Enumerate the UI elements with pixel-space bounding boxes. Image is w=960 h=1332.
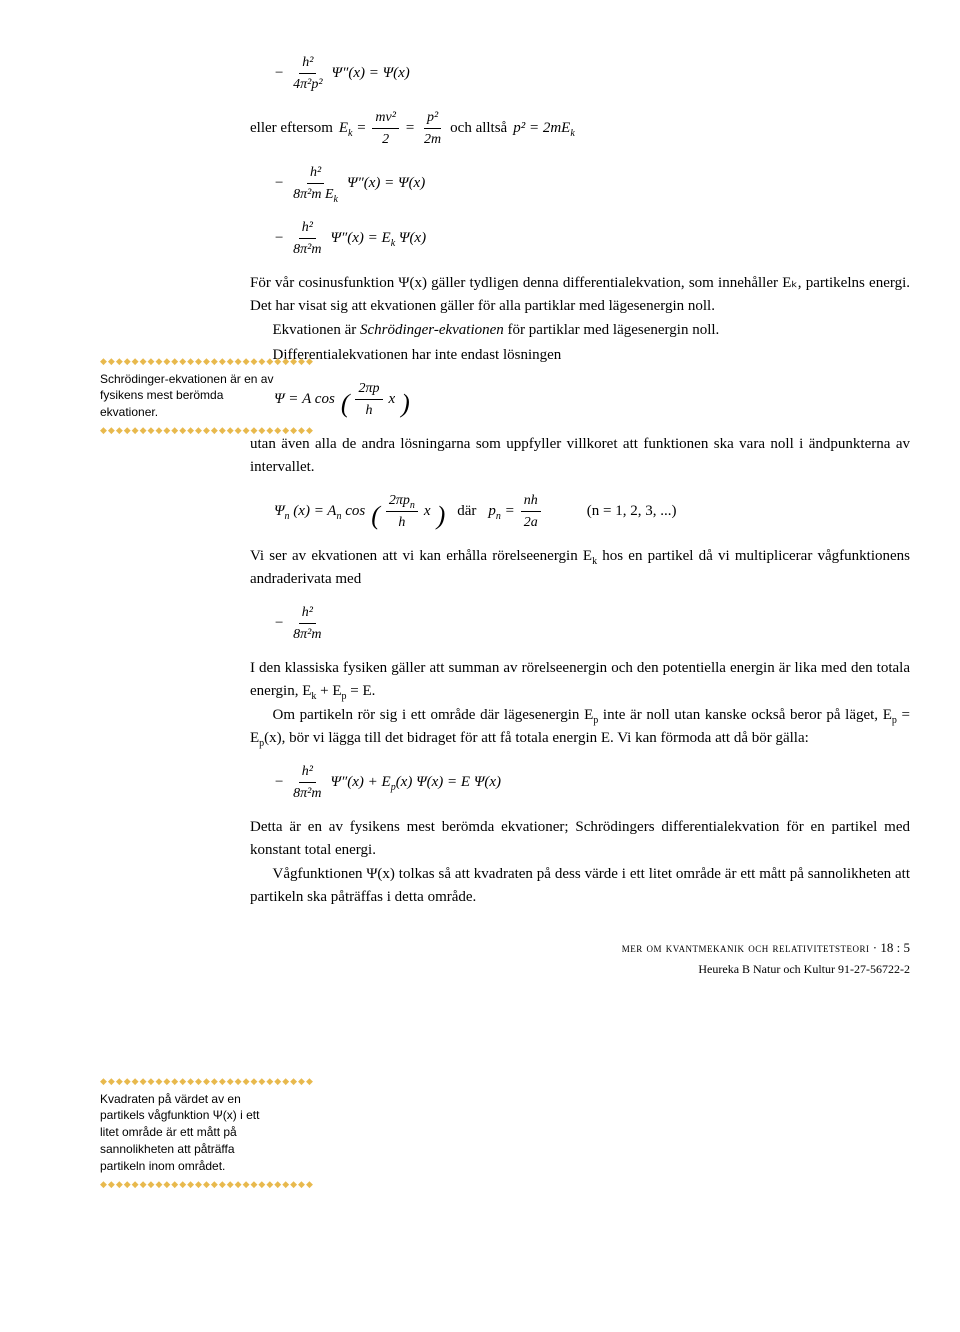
paragraph-2: utan även alla de andra lösningarna som … [250,433,910,478]
paragraph-6: Detta är en av fysikens mest berömda ekv… [250,816,910,861]
eq1-rhs: Ψ″(x) = Ψ(x) [332,62,410,85]
paragraph-1: För vår cosinusfunktion Ψ(x) gäller tydl… [250,272,910,317]
footer-title: mer om kvantmekanik och relativitetsteor… [622,940,870,955]
paragraph-5: Om partikeln rör sig i ett område där lä… [250,704,910,749]
sidebar-note-1: ◆◆◆◆◆◆◆◆◆◆◆◆◆◆◆◆◆◆◆◆◆◆◆◆◆◆◆ Schrödinger-… [100,352,280,440]
eftersom-prefix: eller eftersom [250,117,333,140]
page-footer: mer om kvantmekanik och relativitetsteor… [50,938,910,978]
equation-3: − h² 8π²m Ψ″(x) = Ek Ψ(x) [274,217,910,260]
footer-sub: Heureka B Natur och Kultur 91-27-56722-2 [50,960,910,978]
line-eftersom: eller eftersom Ek = mv² 2 = p² 2m och al… [250,107,910,150]
paragraph-4: I den klassiska fysiken gäller att summa… [250,657,910,702]
paragraph-1b: Ekvationen är Schrödinger-ekvationen för… [250,319,910,342]
paragraph-1c: Differentialekvationen har inte endast l… [250,344,910,367]
equation-1: − h² 4π²p² Ψ″(x) = Ψ(x) [274,52,910,95]
equation-2: − h² 8π²m Ek Ψ″(x) = Ψ(x) [274,162,910,205]
paragraph-3: Vi ser av ekvationen att vi kan erhålla … [250,545,910,590]
sidebar-note-1-text: Schrödinger-ekvationen är en av fysikens… [100,371,280,421]
diamond-divider: ◆◆◆◆◆◆◆◆◆◆◆◆◆◆◆◆◆◆◆◆◆◆◆◆◆◆◆ [100,1178,280,1191]
equation-cos: Ψ = A cos ( 2πp h x ) [274,378,910,421]
sidebar-note-2-text: Kvadraten på värdet av en partikels vågf… [100,1091,280,1175]
footer-page: · 18 : 5 [873,940,910,955]
sidebar-note-2: ◆◆◆◆◆◆◆◆◆◆◆◆◆◆◆◆◆◆◆◆◆◆◆◆◆◆◆ Kvadraten på… [100,1072,280,1193]
paragraph-7: Vågfunktionen Ψ(x) tolkas så att kvadrat… [250,863,910,908]
diamond-divider: ◆◆◆◆◆◆◆◆◆◆◆◆◆◆◆◆◆◆◆◆◆◆◆◆◆◆◆ [100,355,280,368]
diamond-divider: ◆◆◆◆◆◆◆◆◆◆◆◆◆◆◆◆◆◆◆◆◆◆◆◆◆◆◆ [100,1075,280,1088]
equation-frac-only: − h² 8π²m [274,602,910,645]
eq1-den: 4π²p² [290,74,325,95]
diamond-divider: ◆◆◆◆◆◆◆◆◆◆◆◆◆◆◆◆◆◆◆◆◆◆◆◆◆◆◆ [100,424,280,437]
eq1-num: h² [299,52,316,74]
equation-final: − h² 8π²m Ψ″(x) + Ep(x) Ψ(x) = E Ψ(x) [274,761,910,804]
equation-psi-n: Ψn (x) = An cos ( 2πpn h x ) där pn = nh… [274,490,910,533]
